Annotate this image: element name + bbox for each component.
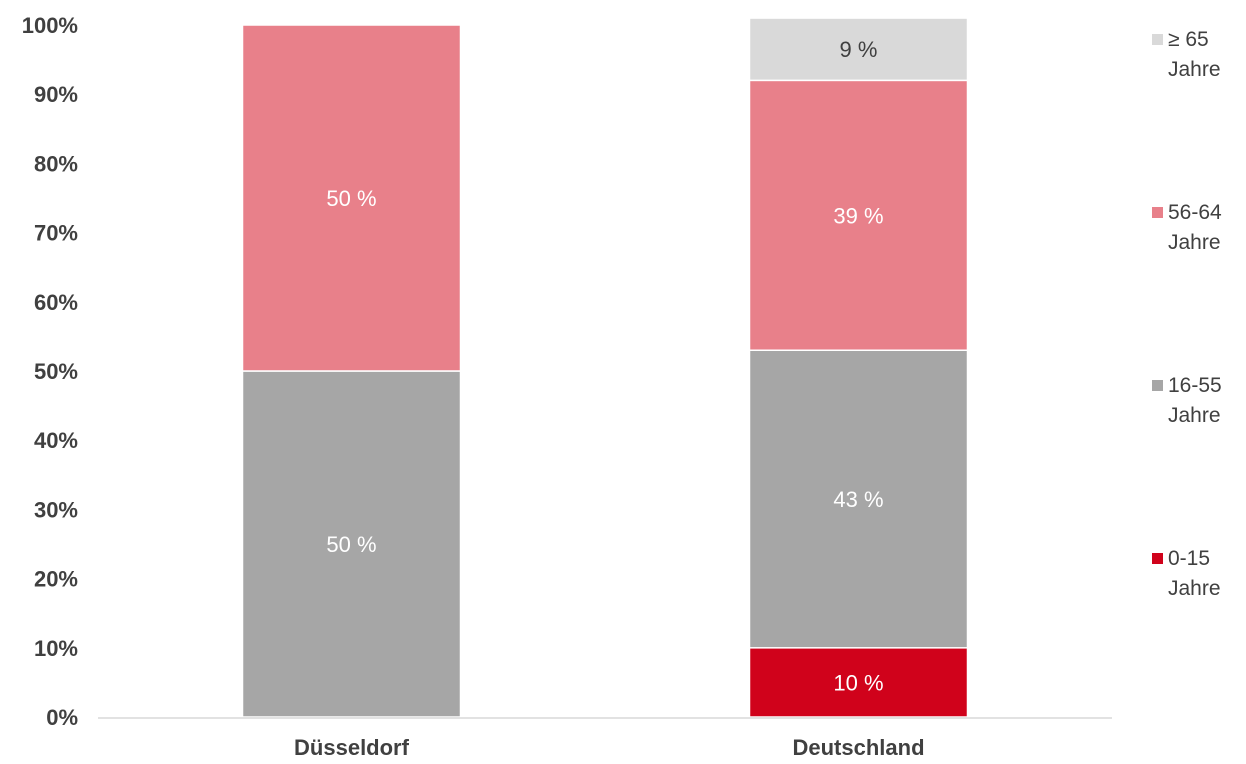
data-label: 50 % xyxy=(326,186,376,211)
legend-item: 0-15 Jahre xyxy=(1152,547,1221,600)
legend-item: 16-55 Jahre xyxy=(1152,374,1222,427)
legend-label: 56-64 xyxy=(1168,201,1222,224)
data-label: 9 % xyxy=(840,37,878,62)
legend-label: ≥ 65 xyxy=(1168,28,1209,51)
legend-item: ≥ 65 Jahre xyxy=(1152,28,1221,81)
y-tick-label: 10% xyxy=(34,636,78,661)
legend-swatch xyxy=(1152,207,1163,218)
y-tick-label: 80% xyxy=(34,151,78,176)
legend-label: Jahre xyxy=(1168,577,1221,600)
data-label: 50 % xyxy=(326,532,376,557)
data-labels: 50 % 50 % 10 % 43 % 39 % 9 % xyxy=(326,37,883,695)
x-axis: Düsseldorf Deutschland xyxy=(294,735,924,760)
legend-item: 56-64 Jahre xyxy=(1152,201,1222,254)
y-tick-label: 20% xyxy=(34,567,78,592)
bar-segment xyxy=(748,79,969,351)
y-tick-label: 40% xyxy=(34,428,78,453)
y-tick-label: 90% xyxy=(34,82,78,107)
bar-segment xyxy=(748,349,969,649)
legend-label: Jahre xyxy=(1168,231,1221,254)
y-axis: 0% 10% 20% 30% 40% 50% 60% 70% 80% 90% 100% xyxy=(22,13,78,730)
legend-label: Jahre xyxy=(1168,58,1221,81)
y-tick-label: 0% xyxy=(46,705,78,730)
y-tick-label: 60% xyxy=(34,290,78,315)
y-tick-label: 100% xyxy=(22,13,78,38)
bar-segment xyxy=(748,17,969,82)
legend-label: 16-55 xyxy=(1168,374,1222,397)
legend-swatch xyxy=(1152,34,1163,45)
y-tick-label: 50% xyxy=(34,359,78,384)
data-label: 43 % xyxy=(833,487,883,512)
legend: ≥ 65 Jahre 56-64 Jahre 16-55 Jahre 0-15 Jahre xyxy=(1152,28,1222,600)
data-label: 10 % xyxy=(833,670,883,695)
y-tick-label: 30% xyxy=(34,497,78,522)
data-label: 39 % xyxy=(833,203,883,228)
y-tick-label: 70% xyxy=(34,221,78,246)
legend-swatch xyxy=(1152,380,1163,391)
x-tick-label: Deutschland xyxy=(792,735,924,760)
legend-label: Jahre xyxy=(1168,404,1221,427)
legend-label: 0-15 xyxy=(1168,547,1210,570)
bars xyxy=(241,17,969,718)
x-tick-label: Düsseldorf xyxy=(294,735,410,760)
legend-swatch xyxy=(1152,553,1163,564)
bar-segment xyxy=(241,370,462,718)
bar-segment xyxy=(241,24,462,372)
